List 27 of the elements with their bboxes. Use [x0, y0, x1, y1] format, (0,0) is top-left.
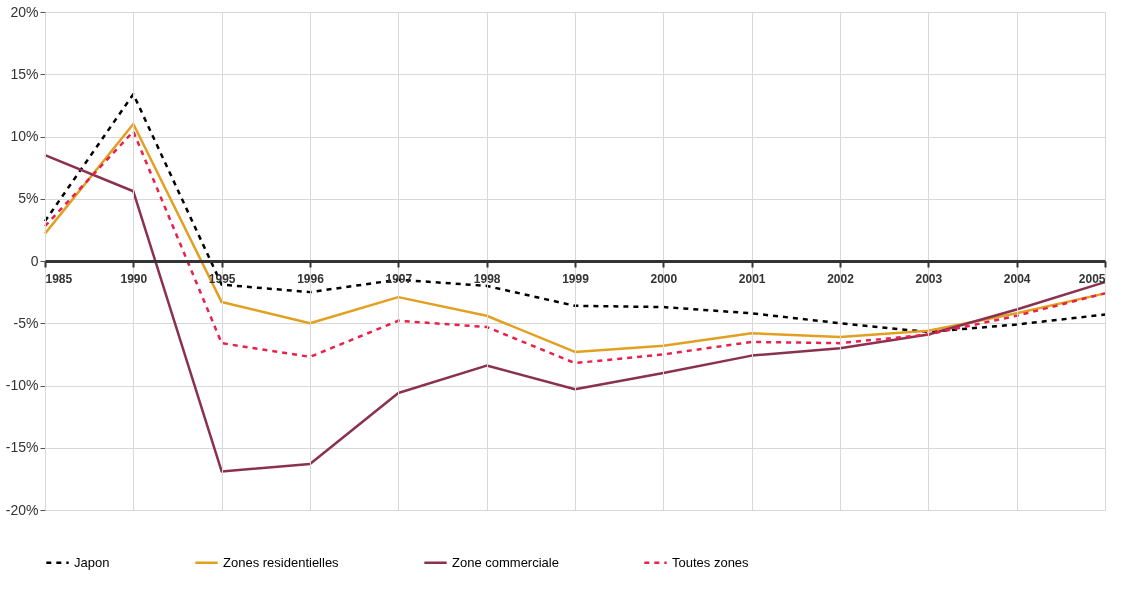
x-tick-label: 1999 — [562, 271, 590, 286]
line-series — [43, 153, 1107, 473]
legend-label: Zone commerciale — [452, 554, 559, 570]
x-tick-label: 1997 — [385, 271, 413, 286]
legend-label: Toutes zones — [672, 554, 750, 570]
y-tick-label: 15% — [10, 65, 39, 82]
x-tick-label: 2000 — [650, 271, 678, 286]
x-tick-label: 2003 — [915, 271, 943, 286]
legend-label: Japon — [74, 554, 110, 570]
y-tick-label: 0 — [30, 252, 39, 269]
legend-label: Zones residentielles — [223, 554, 340, 570]
x-tick-label: 1998 — [473, 271, 501, 286]
x-tick-label: 1996 — [297, 271, 325, 286]
y-tick-label: 5% — [18, 190, 39, 207]
y-tick-label: 20% — [10, 3, 39, 20]
x-tick-label: 1990 — [120, 271, 148, 286]
x-tick-label: 2001 — [738, 271, 766, 286]
y-tick-label: -10% — [5, 377, 39, 393]
x-tick-label: 2005 — [1078, 271, 1106, 286]
line-series — [43, 92, 1107, 334]
y-tick-label: 10% — [10, 128, 39, 144]
x-tick-label: 2004 — [1003, 271, 1031, 286]
y-tick-label: -20% — [5, 501, 39, 518]
x-tick-label: 2002 — [827, 271, 855, 286]
x-tick-label: 1985 — [45, 271, 73, 286]
y-tick-label: -5% — [13, 314, 39, 331]
y-tick-label: -15% — [5, 439, 39, 456]
